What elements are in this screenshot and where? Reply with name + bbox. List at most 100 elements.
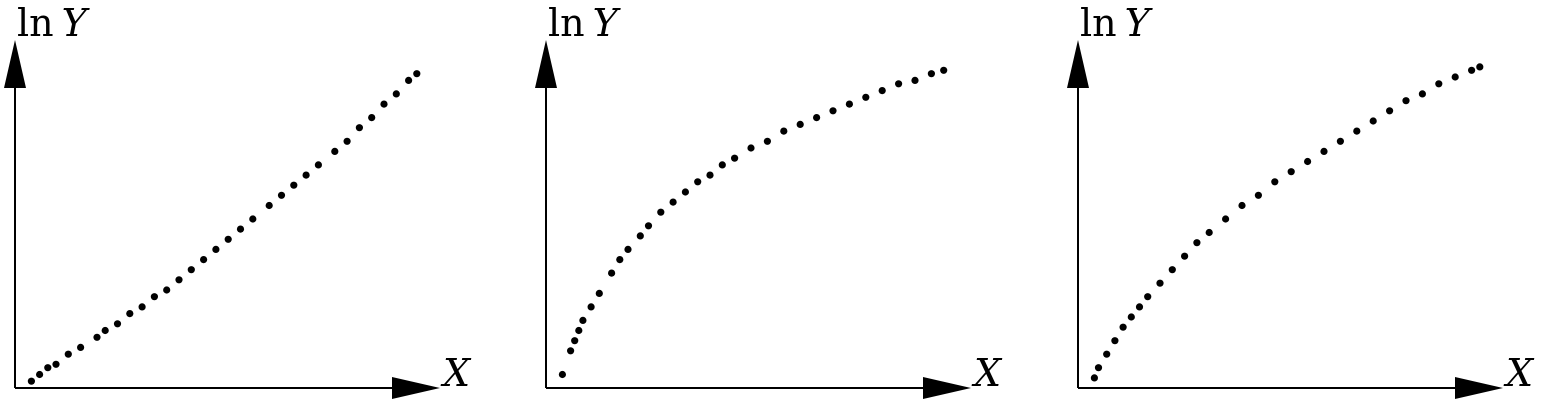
data-point bbox=[1254, 191, 1262, 199]
x-axis-label: X bbox=[440, 351, 472, 395]
data-point bbox=[236, 225, 245, 233]
data-point bbox=[895, 80, 903, 88]
data-point bbox=[1238, 201, 1246, 210]
data-point bbox=[77, 343, 85, 351]
data-point bbox=[669, 198, 677, 206]
y-axis-label: ln Y bbox=[548, 1, 622, 45]
data-point bbox=[290, 181, 298, 189]
data-point bbox=[1193, 239, 1201, 247]
data-point bbox=[212, 245, 220, 253]
data-point bbox=[571, 337, 579, 345]
data-point bbox=[380, 100, 388, 108]
x-axis-arrowhead bbox=[923, 377, 971, 399]
x-axis-label: X bbox=[971, 351, 1003, 395]
data-point bbox=[1304, 157, 1312, 166]
data-point bbox=[1271, 178, 1279, 186]
data-point bbox=[706, 171, 714, 179]
data-point bbox=[1435, 80, 1443, 88]
data-point bbox=[1476, 63, 1484, 71]
data-point bbox=[595, 289, 603, 297]
data-point bbox=[763, 137, 772, 145]
data-point bbox=[1451, 73, 1459, 81]
y-axis-arrowhead bbox=[1067, 40, 1089, 88]
data-point bbox=[331, 147, 339, 155]
data-point bbox=[780, 127, 788, 135]
data-point bbox=[27, 377, 35, 385]
data-point bbox=[302, 171, 310, 179]
chart-panel-2: Xln Y bbox=[535, 1, 1003, 399]
data-point bbox=[1111, 337, 1119, 345]
data-point bbox=[1336, 137, 1344, 145]
data-point bbox=[200, 256, 208, 264]
data-point bbox=[314, 161, 322, 169]
data-point bbox=[138, 303, 146, 311]
data-point bbox=[1222, 215, 1230, 223]
data-point bbox=[1353, 127, 1361, 135]
data-point bbox=[36, 370, 44, 379]
data-point bbox=[694, 178, 702, 186]
x-axis-arrowhead bbox=[392, 377, 440, 399]
data-point bbox=[911, 76, 919, 84]
data-point bbox=[64, 350, 72, 358]
data-point bbox=[1127, 313, 1135, 321]
data-point bbox=[405, 76, 413, 84]
data-point bbox=[718, 161, 726, 169]
data-point bbox=[224, 235, 232, 243]
data-point bbox=[1418, 90, 1426, 98]
data-point bbox=[624, 245, 632, 253]
data-point bbox=[113, 320, 122, 328]
data-point bbox=[52, 360, 60, 368]
data-point bbox=[392, 90, 400, 98]
chart-panel-3: Xln Y bbox=[1067, 1, 1535, 399]
data-point bbox=[878, 87, 886, 95]
data-point bbox=[163, 286, 171, 294]
data-point bbox=[608, 269, 616, 277]
data-point bbox=[796, 120, 804, 128]
data-point bbox=[126, 310, 134, 318]
data-point bbox=[44, 364, 52, 372]
data-point bbox=[862, 93, 870, 101]
y-axis-label: ln Y bbox=[1080, 1, 1154, 45]
data-point bbox=[616, 256, 624, 264]
data-point bbox=[343, 137, 351, 145]
data-point bbox=[150, 293, 158, 301]
data-point bbox=[940, 66, 948, 74]
data-point bbox=[1094, 364, 1103, 372]
data-point bbox=[277, 191, 286, 199]
data-point bbox=[93, 333, 101, 341]
data-point bbox=[413, 70, 421, 78]
data-point bbox=[644, 222, 653, 230]
data-point bbox=[1119, 323, 1127, 331]
data-point bbox=[249, 215, 257, 223]
data-point bbox=[1135, 303, 1144, 311]
data-point bbox=[355, 124, 363, 132]
data-point bbox=[1468, 66, 1476, 74]
data-point bbox=[265, 201, 273, 210]
data-point bbox=[1144, 293, 1152, 301]
x-axis-arrowhead bbox=[1455, 377, 1503, 399]
data-point bbox=[1090, 374, 1098, 382]
x-axis-label: X bbox=[1503, 351, 1535, 395]
data-point bbox=[101, 326, 109, 335]
data-point bbox=[567, 347, 575, 355]
data-point bbox=[579, 316, 587, 324]
data-point bbox=[1181, 252, 1189, 260]
data-point bbox=[1402, 97, 1410, 105]
data-point bbox=[187, 266, 195, 274]
data-point bbox=[1287, 168, 1295, 176]
data-point bbox=[813, 114, 821, 122]
data-point bbox=[1386, 107, 1394, 115]
data-point bbox=[1320, 147, 1328, 155]
data-point bbox=[657, 208, 665, 216]
data-point bbox=[1205, 228, 1213, 237]
data-point bbox=[636, 232, 644, 240]
chart-panel-1: Xln Y bbox=[4, 1, 472, 399]
data-point bbox=[175, 276, 183, 284]
data-point bbox=[575, 326, 583, 335]
y-axis-arrowhead bbox=[535, 40, 557, 88]
y-axis-arrowhead bbox=[4, 40, 26, 88]
data-point bbox=[681, 188, 690, 196]
y-axis-label: ln Y bbox=[17, 1, 91, 45]
data-point bbox=[587, 303, 595, 311]
